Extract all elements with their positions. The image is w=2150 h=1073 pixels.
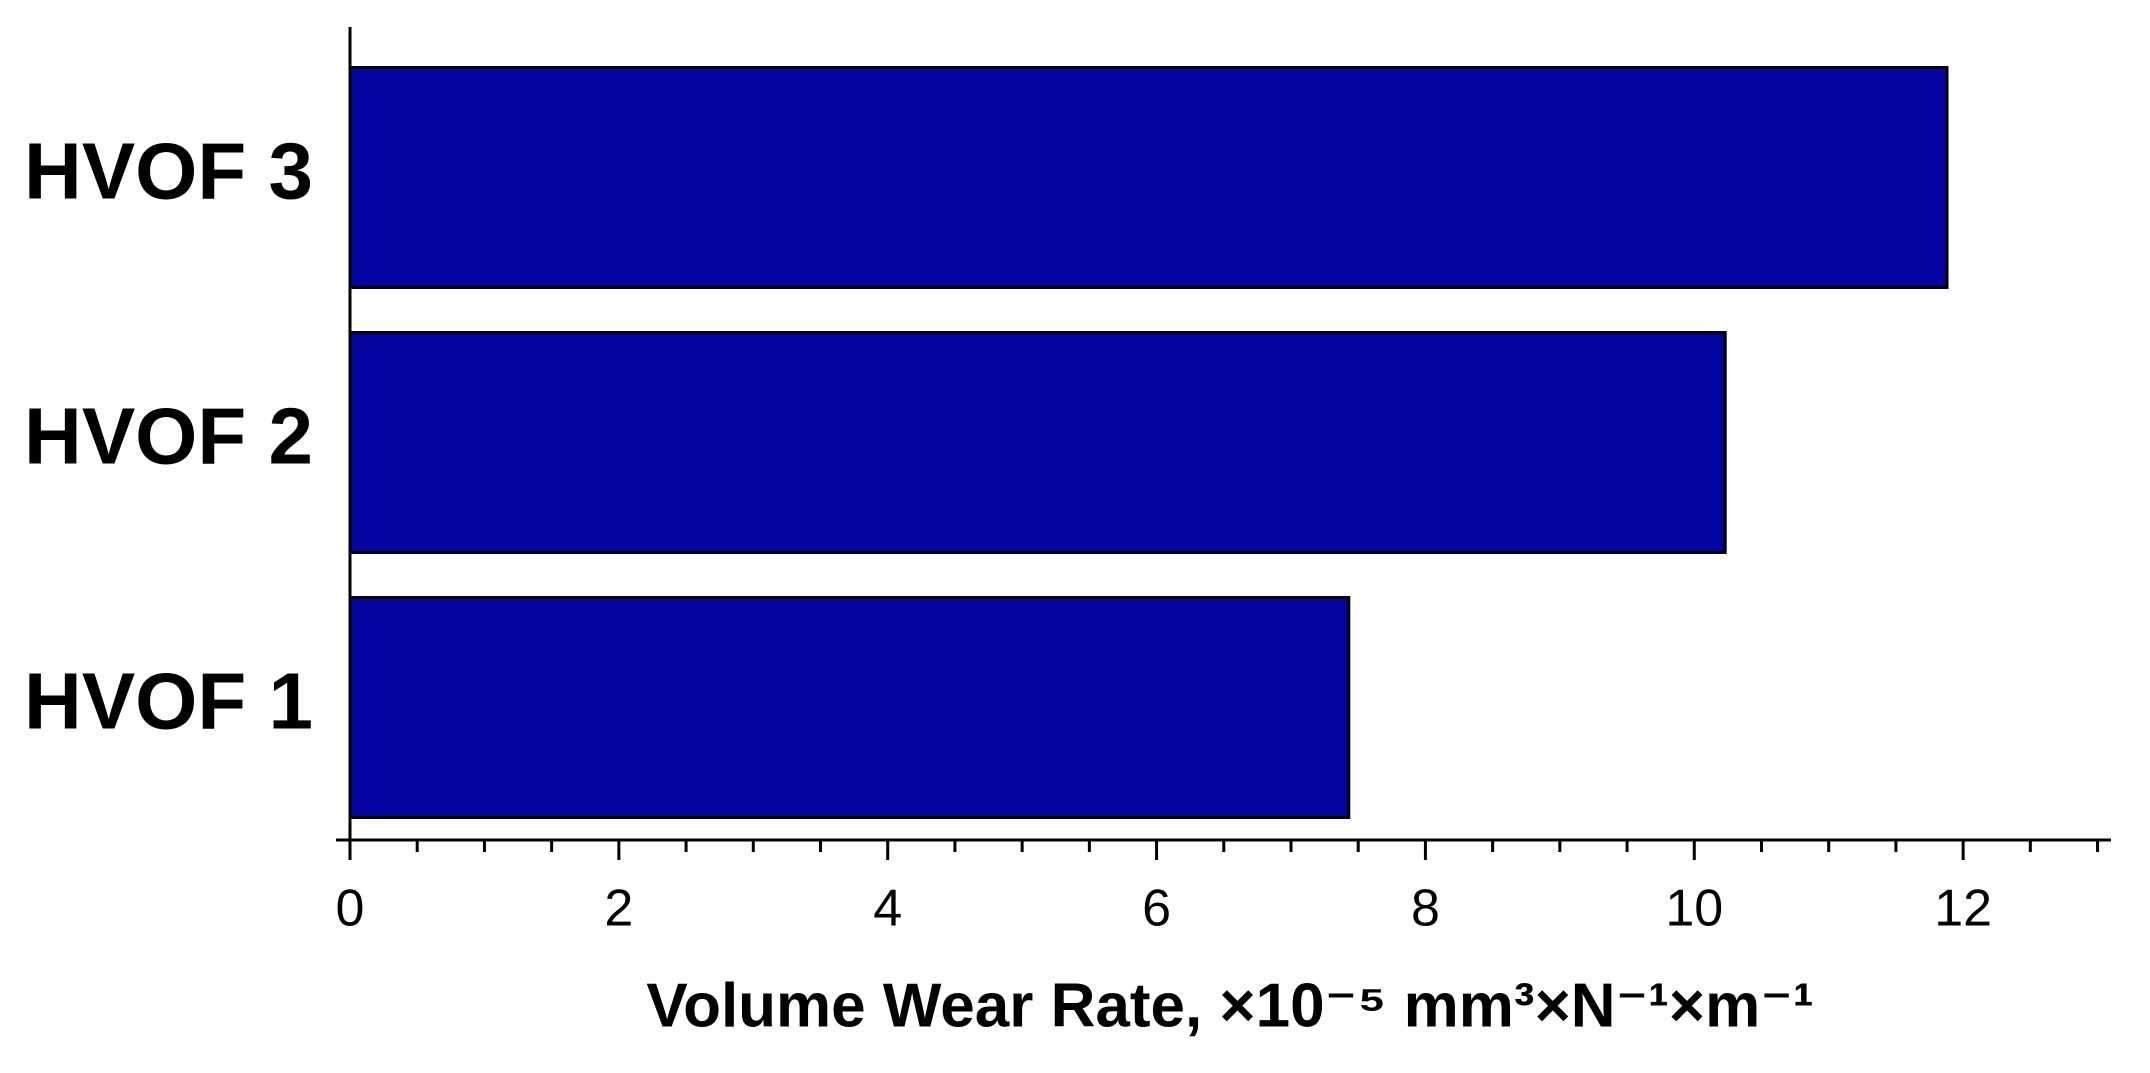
x-tick-label: 12 [1934, 880, 1992, 938]
x-axis-title: Volume Wear Rate, ×10⁻⁵ mm³×N⁻¹×m⁻¹ [646, 971, 1813, 1040]
bar [348, 596, 1351, 819]
y-tick-label: HVOF 2 [24, 392, 313, 481]
x-tick-label: 6 [1142, 880, 1171, 938]
y-tick-label: HVOF 1 [24, 657, 313, 746]
bar [348, 331, 1727, 554]
x-tick-label: 4 [873, 880, 902, 938]
x-tick-label: 2 [604, 880, 633, 938]
y-tick-label: HVOF 3 [24, 127, 313, 216]
bar [348, 66, 1949, 289]
x-tick-label: 0 [336, 880, 365, 938]
x-tick-label: 8 [1411, 880, 1440, 938]
x-tick-label: 10 [1665, 880, 1723, 938]
